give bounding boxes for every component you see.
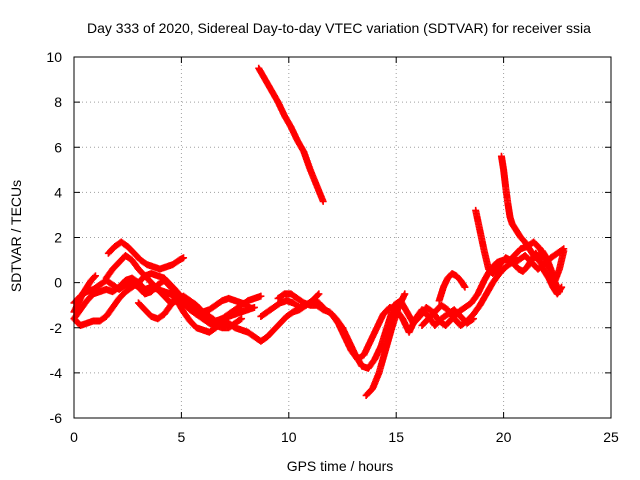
chart-title: Day 333 of 2020, Sidereal Day-to-day VTE… <box>87 20 591 36</box>
series-pass-13 <box>435 270 469 305</box>
x-tick-label: 25 <box>603 429 619 445</box>
data-point <box>314 291 322 299</box>
x-tick-label: 5 <box>178 429 186 445</box>
y-tick-label: 8 <box>54 94 62 110</box>
data-point <box>236 316 244 324</box>
series-pass-16 <box>504 238 563 296</box>
data-point <box>401 290 409 298</box>
x-tick-label: 10 <box>281 429 297 445</box>
y-tick-label: -6 <box>50 410 63 426</box>
y-tick-label: 2 <box>54 230 62 246</box>
series-pass-11 <box>362 290 409 399</box>
data-points <box>70 64 568 399</box>
series-pass-7 <box>134 292 265 325</box>
axis-ticks: 0 5 10 15 20 25 -6 -4 -2 0 2 4 6 8 10 <box>46 49 619 445</box>
data-point <box>91 272 99 280</box>
data-point <box>90 273 98 281</box>
y-tick-label: -2 <box>50 320 63 336</box>
data-point <box>461 283 469 291</box>
series-pass-4 <box>70 272 99 316</box>
y-tick-label: 4 <box>54 184 62 200</box>
y-tick-label: 0 <box>54 275 62 291</box>
data-point <box>319 197 327 205</box>
data-point <box>555 288 563 296</box>
data-point <box>560 247 568 255</box>
data-point <box>238 315 246 323</box>
x-tick-label: 15 <box>388 429 404 445</box>
y-tick-label: 6 <box>54 139 62 155</box>
x-tick-label: 20 <box>496 429 512 445</box>
series-pass-5 <box>104 238 188 273</box>
data-point <box>315 290 323 298</box>
x-tick-label: 0 <box>70 429 78 445</box>
y-axis-label: SDTVAR / TECUs <box>8 180 24 292</box>
series-pass-8 <box>255 64 327 205</box>
data-point <box>250 303 258 311</box>
x-axis-label: GPS time / hours <box>287 458 394 474</box>
y-tick-label: 10 <box>46 49 62 65</box>
data-point <box>180 254 188 262</box>
data-point <box>257 292 265 300</box>
y-tick-label: -4 <box>50 365 63 381</box>
